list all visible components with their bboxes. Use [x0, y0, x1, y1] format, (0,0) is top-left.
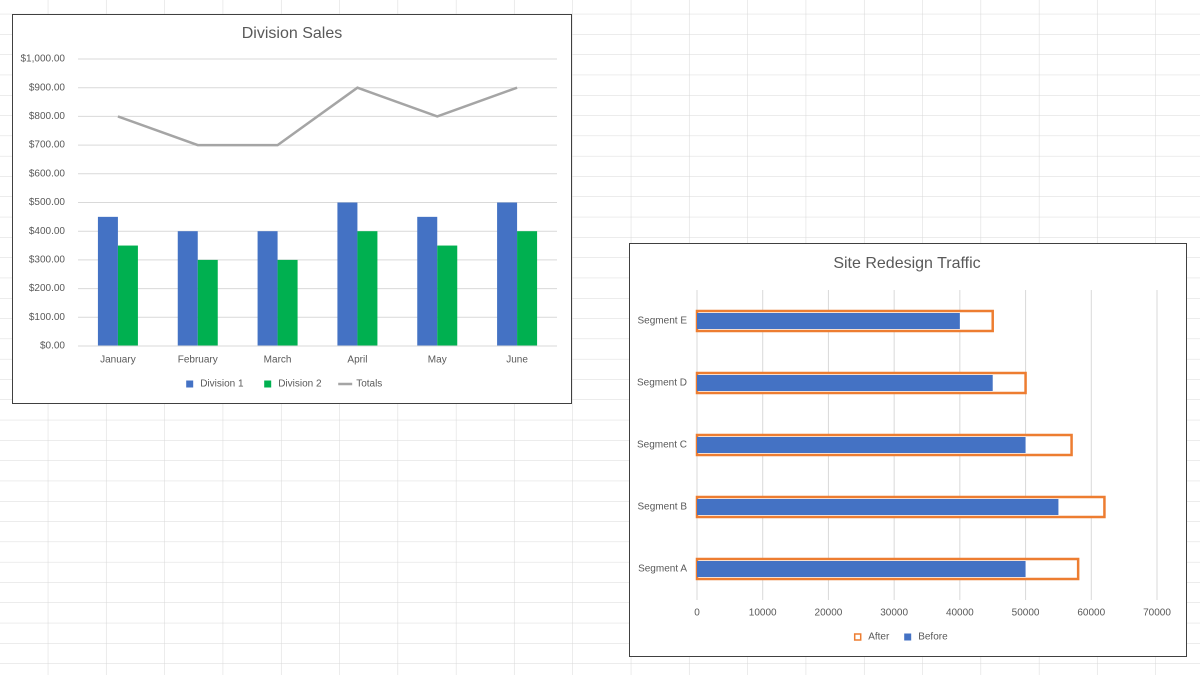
y-tick-label: Segment B	[638, 502, 688, 513]
bar	[697, 313, 960, 329]
legend-swatch	[853, 633, 862, 641]
y-tick-label: $500.00	[29, 197, 66, 208]
y-tick-label: $800.00	[29, 111, 66, 122]
bar	[517, 231, 538, 346]
bar	[357, 231, 378, 346]
bar	[497, 202, 518, 346]
legend-label: Before	[918, 632, 948, 643]
x-tick-label: 20000	[815, 608, 843, 619]
bar	[697, 561, 1026, 577]
chart-title: Site Redesign Traffic	[833, 255, 980, 272]
bar	[277, 259, 298, 346]
y-tick-label: Segment A	[638, 564, 687, 575]
y-tick-label: $200.00	[29, 283, 66, 294]
bar	[697, 499, 1059, 515]
x-tick-label: June	[506, 355, 528, 366]
y-tick-label: $0.00	[40, 341, 65, 352]
bar	[257, 231, 278, 346]
y-tick-label: $600.00	[29, 168, 66, 179]
x-tick-label: May	[428, 355, 447, 366]
y-tick-label: Segment C	[637, 440, 687, 451]
bar	[437, 245, 458, 346]
bar	[97, 216, 118, 346]
x-tick-label: 10000	[749, 608, 777, 619]
x-tick-label: March	[264, 355, 292, 366]
y-tick-label: $1,000.00	[21, 54, 66, 65]
bar	[417, 216, 438, 346]
y-tick-label: Segment E	[638, 316, 688, 327]
x-tick-label: 70000	[1143, 608, 1171, 619]
bar	[197, 259, 218, 346]
y-tick-label: Segment D	[637, 378, 687, 389]
x-tick-label: April	[347, 355, 367, 366]
bar	[697, 437, 1026, 453]
legend-swatch	[186, 380, 194, 388]
x-tick-label: 0	[694, 608, 700, 619]
legend-label: Division 2	[278, 379, 322, 390]
bar	[177, 231, 198, 346]
x-tick-label: 30000	[880, 608, 908, 619]
bar	[697, 375, 993, 391]
y-tick-label: $400.00	[29, 226, 66, 237]
legend-label: Totals	[356, 379, 382, 390]
x-tick-label: February	[178, 355, 218, 366]
y-tick-label: $300.00	[29, 255, 66, 266]
line	[117, 86, 518, 147]
y-tick-label: $100.00	[29, 312, 66, 323]
x-tick-label: January	[100, 355, 136, 366]
chart-title: Division Sales	[242, 25, 342, 42]
legend-label: After	[868, 632, 890, 643]
x-tick-label: 50000	[1012, 608, 1040, 619]
x-tick-label: 60000	[1077, 608, 1105, 619]
x-tick-label: 40000	[946, 608, 974, 619]
legend-swatch	[904, 633, 912, 641]
y-tick-label: $700.00	[29, 140, 66, 151]
y-tick-label: $900.00	[29, 82, 66, 93]
legend-label: Division 1	[200, 379, 244, 390]
legend-swatch	[264, 380, 272, 388]
bar	[337, 202, 358, 346]
bar	[117, 245, 138, 346]
